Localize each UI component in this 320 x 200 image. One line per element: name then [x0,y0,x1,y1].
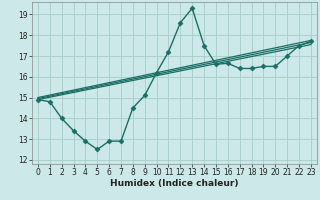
X-axis label: Humidex (Indice chaleur): Humidex (Indice chaleur) [110,179,239,188]
